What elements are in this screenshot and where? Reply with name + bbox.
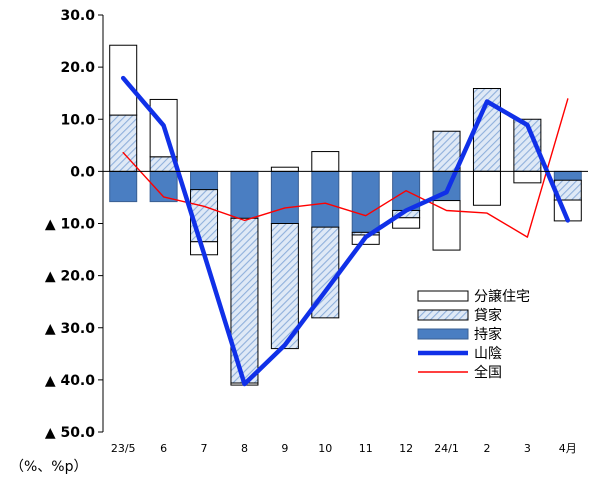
bar-blue-11 [553,170,582,181]
x-tick-label: 3 [524,442,531,455]
x-tick-label: 12 [399,442,413,455]
bar-blue-5 [311,170,340,228]
y-tick-label: ▲ 40.0 [45,373,95,389]
x-tick-label: 8 [241,442,248,455]
bar-white-8 [432,200,461,251]
x-tick-label: 9 [281,442,288,455]
y-tick-label: ▲ 20.0 [45,269,95,285]
y-tick-label: 20.0 [60,60,95,76]
legend-swatch-hatch [417,309,469,321]
y-tick-label: ▲ 50.0 [45,425,95,441]
bar-blue-6 [351,170,380,233]
legend-label: 貸家 [474,307,502,324]
x-tick-label: 6 [160,442,167,455]
y-tick-label: 10.0 [60,112,95,128]
bar-white-10 [513,170,542,184]
x-tick-label: 11 [359,442,373,455]
unit-label: （%、%p） [10,459,88,475]
bar-blue-0 [109,170,138,203]
y-tick-label: 0.0 [70,164,95,180]
bar-hatch-8 [432,130,461,172]
bar-blue-2 [190,170,219,191]
bar-white-9 [472,170,501,206]
legend-label: 全国 [474,364,502,381]
bar-blue-4 [270,170,299,224]
bar-hatch-2 [190,189,219,243]
y-tick-label: ▲ 30.0 [45,321,95,337]
bar-white-4 [270,166,299,172]
y-tick-label: ▲ 10.0 [45,217,95,233]
x-tick-label: 23/5 [111,442,136,455]
legend-swatch-blue [417,328,469,340]
bar-blue-3 [230,170,259,219]
x-tick-label: 24/1 [434,442,459,455]
legend-label: 山陰 [474,346,502,362]
bar-hatch-0 [109,114,138,172]
series-line-regional [120,75,571,387]
x-tick-label: 7 [201,442,208,455]
bar-white-5 [311,151,340,172]
bar-white-7 [392,217,421,229]
legend-swatch-white [417,290,469,302]
legend-label: 分譲住宅 [474,289,530,305]
series-line-national [122,98,569,238]
y-tick-label: 30.0 [60,8,95,24]
x-tick-label: 10 [318,442,332,455]
x-tick-label: 2 [483,442,490,455]
x-tick-label: 4月 [559,442,577,455]
bar-hatch-4 [270,223,299,350]
legend-label: 持家 [474,326,502,343]
